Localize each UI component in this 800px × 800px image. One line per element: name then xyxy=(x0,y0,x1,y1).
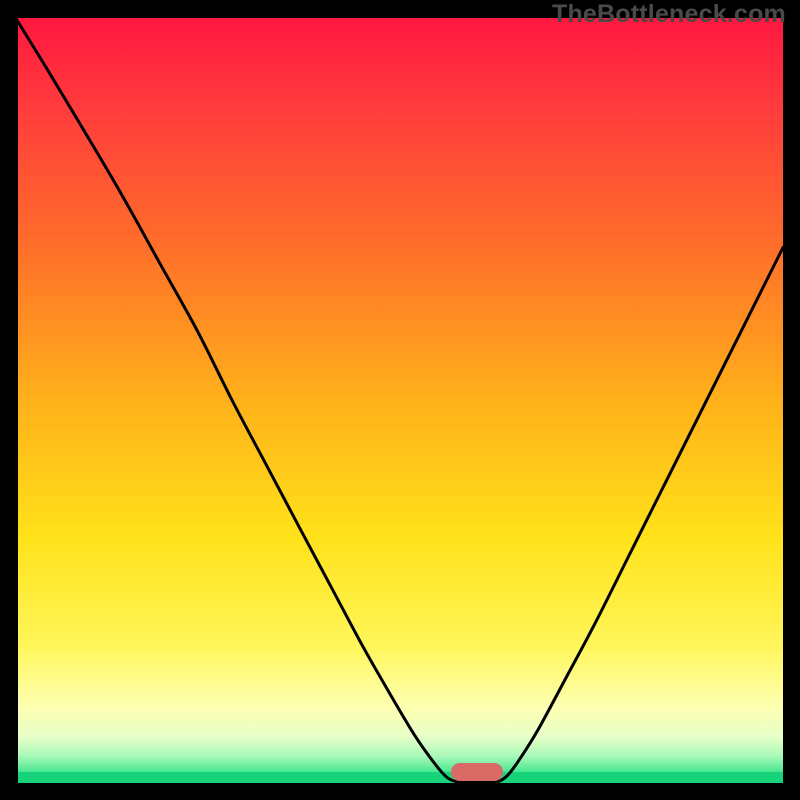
optimal-marker xyxy=(451,763,503,781)
v-curve-svg xyxy=(18,18,783,783)
plot-frame xyxy=(18,18,783,783)
watermark-text: TheBottleneck.com xyxy=(552,0,786,29)
v-curve-path xyxy=(18,22,783,782)
